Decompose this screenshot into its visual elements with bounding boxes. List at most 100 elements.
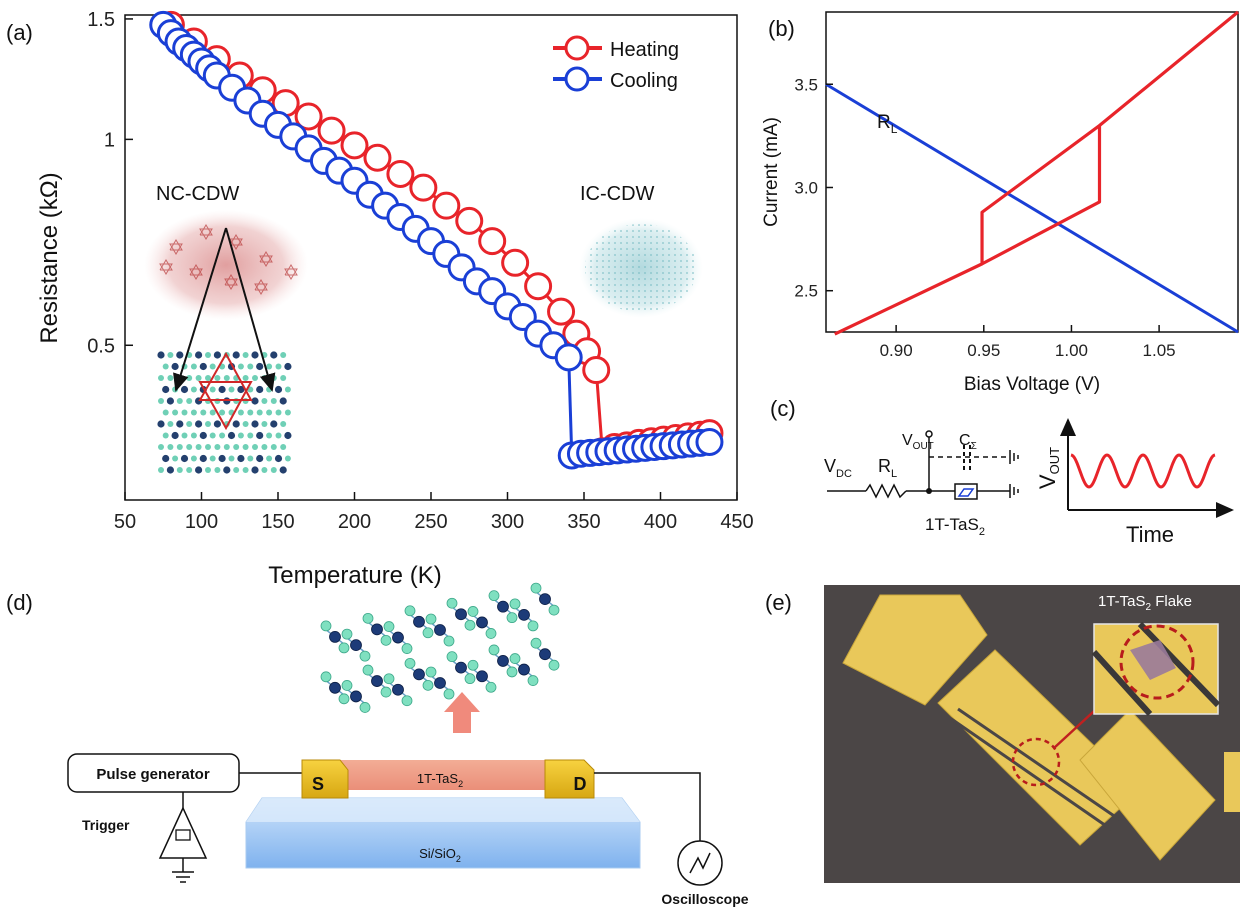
x-tick-label-a: 350 <box>567 511 600 533</box>
oscilloscope-label: Oscilloscope <box>661 891 748 907</box>
channel-label: 1T-TaS2 <box>417 771 463 789</box>
resistor-rl <box>865 483 907 499</box>
lattice-atom <box>228 455 235 462</box>
lattice-atom <box>232 351 240 359</box>
lattice-atom <box>171 431 179 440</box>
lattice-atom <box>176 351 184 359</box>
lattice-atom <box>218 385 226 394</box>
lattice-atom <box>279 466 287 474</box>
lattice-atom <box>275 363 282 370</box>
sulfur-atom <box>380 686 392 698</box>
lattice-atom <box>275 409 282 416</box>
lattice-atom <box>176 398 183 404</box>
lattice-atom <box>242 375 249 381</box>
x-tick-label-a: 50 <box>114 511 136 533</box>
tas2-channel <box>314 760 580 790</box>
panel-a-resistance-chart: (a) NC-CDW IC-CDW <box>6 9 754 589</box>
sulfur-atom <box>320 671 332 683</box>
lattice-atom <box>213 351 221 359</box>
x-tick-label-b: 1.05 <box>1143 341 1176 360</box>
inset-gap-1 <box>1091 649 1153 717</box>
up-arrow-icon <box>444 692 480 733</box>
lattice-atom <box>205 375 211 381</box>
lattice-atom <box>233 467 240 473</box>
y-tick-label-b: 3.5 <box>794 75 818 94</box>
panel-b-series <box>825 10 1240 336</box>
substrate-label: Si/SiO2 <box>419 846 461 864</box>
lattice-atom <box>266 363 273 370</box>
legend-a: Heating Cooling <box>553 35 679 92</box>
lattice-atom <box>157 420 165 428</box>
lattice-atom <box>171 362 179 371</box>
lattice-atom <box>190 432 197 439</box>
lattice-atom <box>261 375 268 381</box>
david-star-lattice-inset <box>157 351 292 474</box>
tantalum-atom <box>518 608 530 621</box>
sulfur-atom <box>485 628 497 639</box>
lattice-atom <box>199 362 207 371</box>
lattice-atom <box>166 397 174 405</box>
sulfur-atom <box>320 620 332 632</box>
lattice-atom <box>186 421 193 427</box>
rl-label: RL <box>878 456 897 480</box>
sulfur-atom <box>488 644 500 656</box>
lattice-atom <box>233 444 240 450</box>
lattice-atom <box>209 455 216 462</box>
lattice-atom <box>172 455 179 462</box>
iv-hysteresis-curve <box>834 10 1240 336</box>
lattice-atom <box>237 363 244 370</box>
data-point-cooling <box>554 343 583 372</box>
lattice-atom <box>180 385 189 394</box>
x-axis-label-b: Bias Voltage (V) <box>964 374 1100 395</box>
source-electrode <box>301 759 349 799</box>
sulfur-atom <box>509 598 521 610</box>
electrode-gap-1 <box>949 716 1113 832</box>
lattice-atom <box>205 444 211 450</box>
lattice-atom <box>158 398 164 404</box>
lattice-atom <box>195 420 203 428</box>
annotation-nc-cdw: NC-CDW <box>156 183 239 205</box>
tantalum-atom <box>455 608 467 621</box>
lattice-atom <box>279 397 287 405</box>
sulfur-atom <box>422 627 434 639</box>
sulfur-atom <box>530 637 542 649</box>
lattice-atom <box>209 432 216 439</box>
panel-b-ticks: 0.90 0.95 1.00 1.05 2.5 3.0 3.5 <box>794 75 1175 360</box>
lattice-atom <box>181 432 188 439</box>
sulfur-atom <box>401 643 413 654</box>
nc-cdw-blob <box>144 210 308 320</box>
sulfur-atom <box>425 666 437 678</box>
lattice-atom <box>237 409 244 416</box>
inset-flake-circle <box>1119 624 1195 700</box>
data-point-heating <box>547 297 576 326</box>
drain-electrode <box>544 759 595 799</box>
lattice-atom <box>205 421 211 427</box>
data-point-heating <box>294 102 323 131</box>
x-tick-label-a: 150 <box>261 511 294 533</box>
trigger-device-icon <box>175 829 191 841</box>
lattice-atom <box>195 351 203 359</box>
device-label: 1T-TaS2 <box>925 515 985 538</box>
lattice-atom <box>256 409 263 416</box>
sulfur-atom <box>527 675 539 686</box>
lattice-atom <box>256 385 264 394</box>
tantalum-atom <box>413 615 425 628</box>
lattice-atom <box>172 409 179 416</box>
data-point-heating <box>386 159 415 188</box>
sulfur-atom <box>506 666 518 678</box>
sulfur-atom <box>383 673 395 685</box>
sulfur-atom <box>404 657 416 669</box>
tas2-crystal-structure <box>320 582 560 713</box>
flake-label: 1T-TaS2 Flake <box>1098 593 1192 613</box>
sulfur-atom <box>425 613 437 625</box>
data-point-heating <box>363 143 392 172</box>
lattice-atom <box>162 385 170 394</box>
electrode-pad-lower <box>1079 709 1216 861</box>
annotation-ic-cdw: IC-CDW <box>580 183 655 205</box>
data-point-heating <box>501 248 530 277</box>
sulfur-atom <box>341 628 353 640</box>
electrode-gap-2 <box>957 707 1121 822</box>
lattice-atom <box>274 385 283 394</box>
lattice-atom <box>190 455 197 462</box>
